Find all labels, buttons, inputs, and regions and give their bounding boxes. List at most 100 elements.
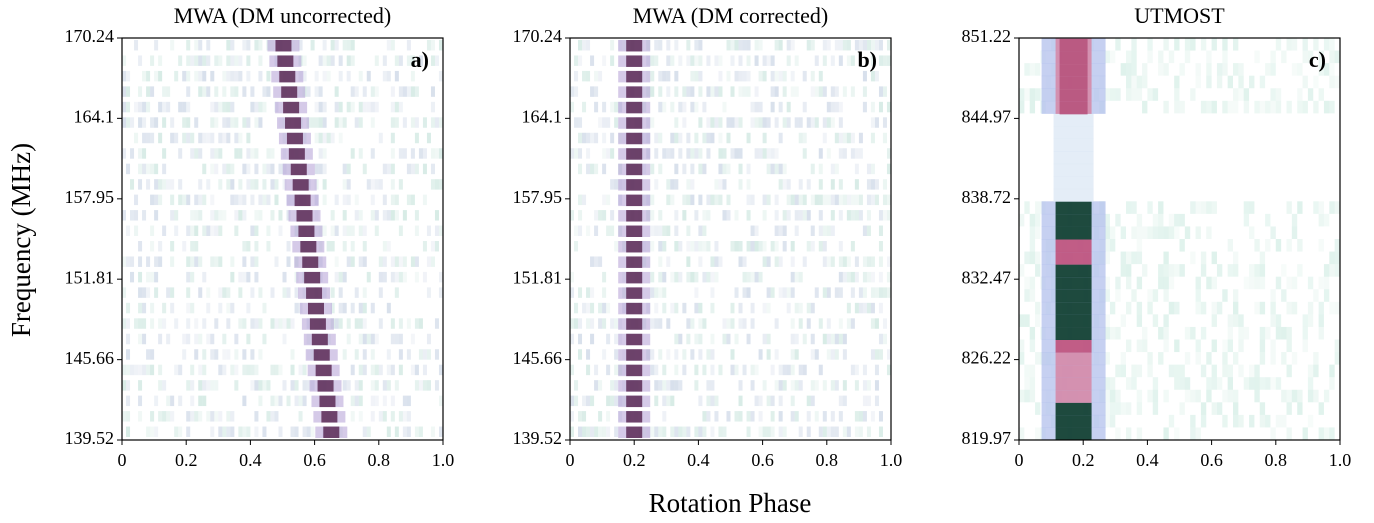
noise <box>266 241 271 252</box>
noise <box>1174 364 1180 378</box>
noise <box>382 256 387 267</box>
x-axis-label: Rotation Phase <box>649 488 812 518</box>
noise <box>226 411 231 422</box>
noise <box>322 132 327 144</box>
noise <box>1163 339 1169 353</box>
noise <box>1275 377 1282 390</box>
noise <box>390 256 395 267</box>
noise <box>226 287 231 298</box>
noise <box>810 380 815 391</box>
noise <box>194 411 199 422</box>
noise <box>346 55 351 66</box>
noise <box>1184 226 1191 239</box>
noise <box>390 40 395 51</box>
noise <box>1104 352 1110 365</box>
noise <box>834 287 839 298</box>
noise <box>710 395 715 407</box>
noise <box>170 179 175 190</box>
noise <box>1179 100 1185 114</box>
noise <box>418 426 423 437</box>
noise <box>1029 226 1036 239</box>
noise <box>1136 427 1143 440</box>
noise <box>1195 339 1201 353</box>
noise <box>666 179 671 190</box>
noise <box>746 179 751 190</box>
noise <box>862 395 867 407</box>
noise <box>1249 201 1255 214</box>
noise <box>138 117 143 128</box>
noise <box>702 101 707 113</box>
noise <box>882 55 887 66</box>
noise <box>678 271 683 283</box>
noise <box>370 148 375 159</box>
noise <box>1104 326 1110 340</box>
noise <box>1286 239 1292 252</box>
noise <box>850 241 855 252</box>
noise <box>750 302 755 314</box>
noise <box>246 302 251 314</box>
noise <box>318 101 323 113</box>
noise <box>1265 63 1271 76</box>
noise <box>1126 50 1132 64</box>
noise <box>602 302 607 314</box>
noise <box>1136 213 1143 227</box>
noise <box>1318 301 1324 315</box>
noise <box>174 210 179 221</box>
noise <box>790 364 795 376</box>
noise <box>1174 264 1180 277</box>
noise <box>782 117 787 128</box>
noise <box>1152 314 1159 327</box>
noise <box>1120 63 1126 76</box>
noise <box>278 225 283 236</box>
noise <box>234 132 239 144</box>
noise <box>274 395 279 407</box>
noise <box>186 132 191 144</box>
noise <box>278 426 283 437</box>
noise <box>670 395 675 407</box>
noise <box>382 70 387 82</box>
noise <box>1222 50 1228 64</box>
pulse <box>1055 251 1092 265</box>
noise <box>694 55 699 66</box>
noise <box>586 40 591 51</box>
noise <box>830 86 835 97</box>
noise <box>670 194 675 206</box>
pulse <box>1055 314 1092 328</box>
noise <box>342 271 347 283</box>
noise <box>598 380 603 391</box>
noise <box>1029 88 1036 101</box>
noise <box>250 86 255 97</box>
noise <box>122 55 127 66</box>
pulse <box>1055 276 1092 290</box>
noise <box>230 302 235 314</box>
noise <box>590 302 595 314</box>
noise <box>830 426 835 437</box>
noise <box>298 364 303 376</box>
noise <box>182 70 187 82</box>
noise <box>778 179 783 190</box>
noise <box>782 287 787 298</box>
noise <box>1307 301 1314 315</box>
noise <box>882 333 887 345</box>
noise <box>686 225 691 236</box>
noise <box>186 225 191 236</box>
noise <box>390 163 395 175</box>
noise <box>682 163 687 175</box>
noise <box>170 132 175 144</box>
noise <box>866 163 871 175</box>
noise <box>186 194 191 206</box>
noise <box>1115 364 1121 378</box>
noise <box>1265 213 1271 227</box>
noise <box>222 287 227 298</box>
noise <box>414 364 419 376</box>
noise <box>1227 264 1233 277</box>
x-tick-label: 0.4 <box>239 450 262 470</box>
noise <box>1233 389 1239 403</box>
noise <box>318 163 323 175</box>
noise <box>418 349 423 360</box>
noise <box>210 380 215 391</box>
noise <box>126 101 131 113</box>
noise <box>742 287 747 298</box>
noise <box>678 333 683 345</box>
noise <box>822 225 827 236</box>
